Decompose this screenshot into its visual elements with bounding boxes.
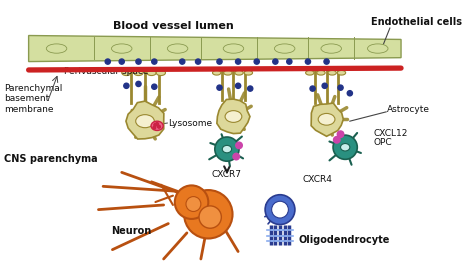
Circle shape <box>236 142 242 149</box>
Ellipse shape <box>111 44 132 53</box>
Circle shape <box>236 83 241 89</box>
Circle shape <box>322 83 328 89</box>
Circle shape <box>153 126 156 129</box>
Circle shape <box>124 83 129 89</box>
Ellipse shape <box>212 70 221 75</box>
Circle shape <box>215 137 239 161</box>
Text: Blood vessel lumen: Blood vessel lumen <box>112 21 233 31</box>
Ellipse shape <box>222 145 232 153</box>
Ellipse shape <box>328 70 337 75</box>
Text: OPC: OPC <box>373 138 392 147</box>
Ellipse shape <box>156 70 165 76</box>
Polygon shape <box>126 101 164 139</box>
Ellipse shape <box>46 44 67 53</box>
Ellipse shape <box>340 144 350 151</box>
Ellipse shape <box>367 44 388 53</box>
Ellipse shape <box>306 70 314 75</box>
Ellipse shape <box>317 70 325 75</box>
Circle shape <box>195 59 201 64</box>
Circle shape <box>337 131 344 138</box>
Ellipse shape <box>151 121 163 130</box>
Ellipse shape <box>147 70 156 76</box>
Circle shape <box>217 85 222 90</box>
Text: CXCL12: CXCL12 <box>373 129 408 138</box>
Circle shape <box>175 185 208 219</box>
Circle shape <box>217 59 222 64</box>
Circle shape <box>184 190 233 238</box>
Ellipse shape <box>167 44 188 53</box>
Ellipse shape <box>235 70 243 75</box>
Circle shape <box>338 85 343 90</box>
Text: CXCR7: CXCR7 <box>212 170 242 179</box>
Text: Oligodendrocyte: Oligodendrocyte <box>299 235 390 245</box>
Ellipse shape <box>136 115 155 128</box>
Polygon shape <box>311 103 343 136</box>
Circle shape <box>265 195 295 224</box>
Circle shape <box>199 206 221 228</box>
Circle shape <box>236 59 241 64</box>
Circle shape <box>152 59 157 64</box>
Circle shape <box>136 81 141 87</box>
Text: CXCR4: CXCR4 <box>302 175 332 184</box>
Polygon shape <box>28 36 401 62</box>
Circle shape <box>310 86 315 91</box>
Ellipse shape <box>244 70 253 75</box>
Ellipse shape <box>274 44 295 53</box>
Ellipse shape <box>134 70 143 76</box>
Ellipse shape <box>224 70 232 75</box>
Circle shape <box>333 135 357 159</box>
Text: Neuron: Neuron <box>111 226 151 236</box>
Circle shape <box>334 136 340 143</box>
Ellipse shape <box>122 70 131 76</box>
Text: Astrocyte: Astrocyte <box>387 105 430 115</box>
Circle shape <box>273 59 278 64</box>
Polygon shape <box>217 99 250 134</box>
Circle shape <box>305 59 310 64</box>
Ellipse shape <box>225 111 242 122</box>
Circle shape <box>233 153 239 160</box>
Circle shape <box>180 59 185 64</box>
Circle shape <box>154 124 156 126</box>
Circle shape <box>152 84 157 89</box>
Circle shape <box>186 196 201 212</box>
Circle shape <box>254 59 259 64</box>
Text: Perivascular space: Perivascular space <box>64 67 148 76</box>
Circle shape <box>105 59 110 64</box>
Circle shape <box>324 59 329 64</box>
Ellipse shape <box>223 44 244 53</box>
Circle shape <box>136 59 141 64</box>
Circle shape <box>272 201 288 218</box>
Text: CNS parenchyma: CNS parenchyma <box>4 154 98 164</box>
Ellipse shape <box>321 44 341 53</box>
Circle shape <box>156 122 158 125</box>
Circle shape <box>347 91 353 96</box>
Circle shape <box>119 59 124 64</box>
Circle shape <box>247 86 253 91</box>
Circle shape <box>157 125 160 128</box>
Text: Endothelial cells: Endothelial cells <box>371 17 462 27</box>
Circle shape <box>287 59 292 64</box>
Ellipse shape <box>318 113 335 125</box>
Text: Parenchymal
basement
membrane: Parenchymal basement membrane <box>4 84 63 114</box>
Ellipse shape <box>337 70 346 75</box>
Text: Lysosome: Lysosome <box>168 119 212 127</box>
